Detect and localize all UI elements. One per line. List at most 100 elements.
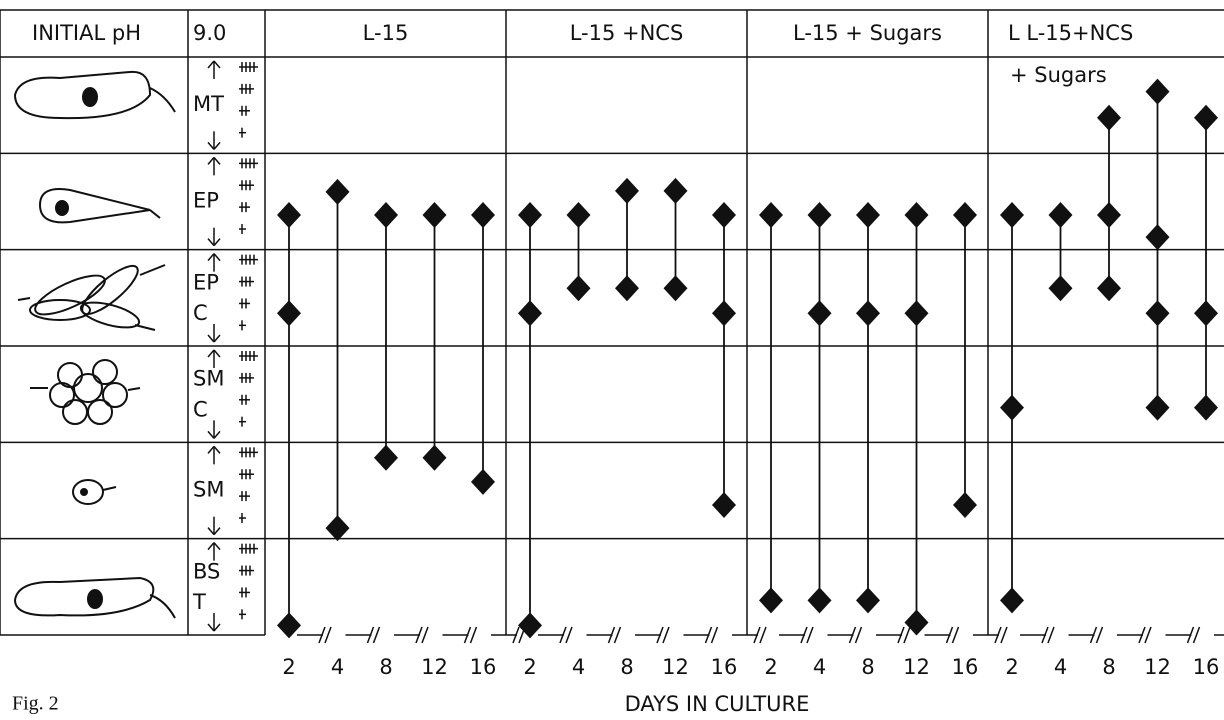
arrow <box>213 60 221 69</box>
frame <box>0 9 1224 644</box>
x-tick-label: 16 <box>952 655 979 679</box>
arrow <box>207 542 215 551</box>
diamond <box>1145 300 1170 327</box>
axis-break <box>759 626 767 644</box>
axis-break <box>1000 626 1008 644</box>
axis-break <box>1138 626 1146 644</box>
diamond <box>1097 201 1121 228</box>
header-value: 9.0 <box>193 21 226 45</box>
caption: Fig. 2 <box>12 693 59 715</box>
stage-label: SM <box>193 367 224 391</box>
x-tick-label: 16 <box>1193 655 1220 679</box>
diamond <box>904 300 929 327</box>
axis-break <box>469 626 478 644</box>
x-tick-label: 8 <box>861 655 874 679</box>
arrow <box>207 334 215 343</box>
arrow <box>213 527 221 536</box>
x-tick-label: 12 <box>421 655 448 679</box>
stage-label: BS <box>193 559 220 583</box>
arrow <box>207 527 215 536</box>
diamond <box>1000 394 1024 421</box>
arrow <box>213 430 221 439</box>
axis-break <box>1095 626 1104 644</box>
x-tick-label: 2 <box>282 655 295 679</box>
diamond <box>807 587 832 614</box>
axis-break <box>324 626 332 644</box>
axis-break <box>415 626 423 644</box>
axis-break <box>372 626 381 644</box>
diamond <box>712 300 736 327</box>
arrow <box>207 623 215 632</box>
axis-break <box>512 626 520 644</box>
diamond <box>374 444 398 471</box>
diamond <box>566 275 591 302</box>
axis-break <box>710 626 719 644</box>
arrow <box>213 156 221 165</box>
x-tick-label: 8 <box>379 655 392 679</box>
diamond <box>277 201 301 228</box>
arrow <box>213 623 221 632</box>
diamond <box>422 444 447 471</box>
axis-break <box>994 626 1002 644</box>
arrow <box>213 349 221 358</box>
diamond <box>1048 275 1073 302</box>
diamond <box>856 201 880 228</box>
axis-break <box>1047 626 1055 644</box>
group-label: L-15 + Sugars <box>793 21 942 45</box>
axis-break <box>951 626 960 644</box>
axis-break <box>662 626 670 644</box>
diamond <box>518 300 542 327</box>
diamond <box>1097 275 1121 302</box>
axis-break <box>559 626 567 644</box>
x-tick-label: 2 <box>523 655 536 679</box>
group-label-cont: + Sugars <box>1010 63 1107 87</box>
axis-break <box>656 626 664 644</box>
axis-break <box>421 626 429 644</box>
arrow <box>207 253 215 262</box>
axis-break <box>704 626 713 644</box>
x-tick-label: 4 <box>1054 655 1067 679</box>
x-tick-label: 2 <box>764 655 777 679</box>
diamond <box>1048 201 1073 228</box>
diamond <box>471 468 495 495</box>
x-tick-label: 8 <box>620 655 633 679</box>
diamond <box>615 177 639 204</box>
diamond <box>953 491 977 518</box>
diamond <box>518 201 542 228</box>
x-tick-label: 16 <box>711 655 738 679</box>
diamond <box>518 612 542 639</box>
axis-break <box>897 626 905 644</box>
x-axis-title: DAYS IN CULTURE <box>625 692 810 716</box>
arrow <box>213 253 221 262</box>
diamond <box>1145 394 1170 421</box>
diamond <box>1000 201 1024 228</box>
x-tick-label: 2 <box>1005 655 1018 679</box>
stage-label: EP <box>193 189 219 213</box>
diamond <box>374 201 398 228</box>
axis-break <box>565 626 573 644</box>
x-tick-label: 4 <box>331 655 344 679</box>
arrow <box>213 334 221 343</box>
diamond <box>471 201 495 228</box>
stage-label: MT <box>193 92 224 116</box>
diamond <box>904 609 929 636</box>
x-tick-label: 16 <box>470 655 497 679</box>
arrow <box>213 141 221 150</box>
axis-break <box>1041 626 1049 644</box>
arrow <box>213 445 221 454</box>
arrow <box>207 349 215 358</box>
diamond <box>1194 300 1218 327</box>
axis-break <box>607 626 616 644</box>
axis-break <box>903 626 911 644</box>
axis-break <box>806 626 814 644</box>
axis-break <box>1144 626 1152 644</box>
arrow <box>213 542 221 551</box>
diamond <box>663 275 688 302</box>
axis-break <box>848 626 857 644</box>
header-label: INITIAL pH <box>32 21 141 45</box>
diamond <box>663 177 688 204</box>
axis-break <box>1192 626 1201 644</box>
diamond <box>1000 587 1024 614</box>
arrow <box>207 238 215 247</box>
